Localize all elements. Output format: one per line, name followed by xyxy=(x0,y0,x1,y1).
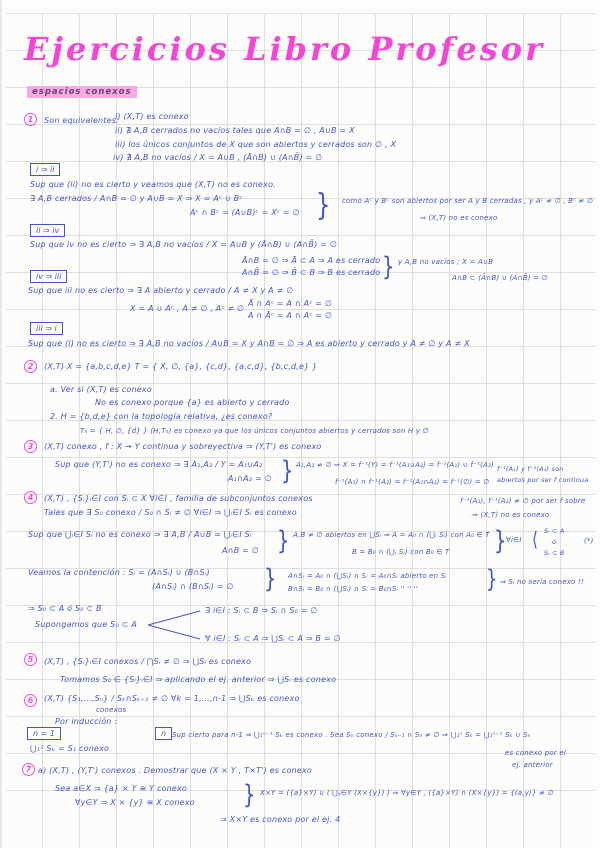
ex1-proof2-line3: A∩B̄ = ∅ ⇒ B̄ ⊂ B ⇒ B es cerrado xyxy=(242,268,381,277)
ex2-part-a: a. Ver si (X,T) es conexo xyxy=(50,385,152,394)
left-margin xyxy=(0,0,6,848)
ex1-statement-i: i) (X,T) es conexo xyxy=(115,112,189,121)
ex3-line6: ⇒ (X,T) no es conexo xyxy=(472,511,550,519)
ex7-statement: a) (X,T) , (Y,T') conexos . Demostrar qu… xyxy=(38,766,313,775)
ex3-margin-note: f⁻¹(A₁) y f⁻¹(A₂) son abiertos por ser f… xyxy=(497,465,589,484)
ex6-box-base-case: n = 1 xyxy=(27,727,61,740)
ex1-statement-iii: iii) los únicos conjuntos de X que son a… xyxy=(115,140,397,149)
ex3-line2: A₁∩A₂ = ∅ xyxy=(228,474,272,483)
curly-brace: } xyxy=(316,188,331,223)
ex4-line4: B = B₀ ∩ (⋃ᵢ Sᵢ) con B₀ ∈ T xyxy=(352,548,450,556)
exercise-7-number: 7 xyxy=(22,763,35,776)
ex4-statement-line2: Tales que ∃ S₀ conexo / S₀ ∩ Sᵢ ≠ ∅ ∀i∈I… xyxy=(44,508,297,517)
ex1-proof1-right2: ⇒ (X,T) no es conexo xyxy=(420,214,498,222)
ex4-line2: A∩B = ∅ xyxy=(222,546,259,555)
ex5-line1: Tomamos S₀ ∈ {Sᵢ}ᵢ∈I ⇒ aplicando el ej. … xyxy=(60,675,337,684)
ex1-statement-ii: ii) ∄ A,B cerrados no vacíos tales que A… xyxy=(115,126,355,135)
ex2-part-a-answer: No es conexo porque {a} es abierto y cer… xyxy=(95,398,290,407)
ex4-line14: ∀ i∈I : Sᵢ ⊂ A ⇒ ⋃Sᵢ ⊂ A ⇒ B = ∅ xyxy=(205,634,341,643)
ex1-box-iv-implies-iii: iv ⇒ iii xyxy=(30,270,68,283)
curly-brace: } xyxy=(281,456,294,486)
ex3-line3: A₁,A₂ ≠ ∅ ⇒ X = f⁻¹(Y) = f⁻¹(A₁∪A₂) = f⁻… xyxy=(296,461,494,469)
ex2-part-b-answer: Tₕ = { H, ∅, {d} } (H,Tₕ) es conexo ya q… xyxy=(80,427,429,435)
curly-brace: } xyxy=(486,565,498,593)
ex1-proof3-line1: Sup que iii no es cierto ⇒ ∃ A abierto y… xyxy=(28,286,294,295)
ex1-proof3-line2: X = A ∪ Aᶜ , A ≠ ∅ , Aᶜ ≠ ∅ xyxy=(130,304,245,313)
ex1-intro: Son equivalentes: xyxy=(44,116,120,125)
ex3-line4: f⁻¹(A₁) ∩ f⁻¹(A₂) = f⁻¹(A₁∩A₂) = f⁻¹(∅) … xyxy=(335,478,490,486)
ex6-line3: Sup cierto para n-1 ⇒ ⋃₁ⁿ⁻¹ Sₖ es conexo… xyxy=(172,731,531,739)
ex4-statement-line1: (X,T) , {Sᵢ}ᵢ∈I con Sᵢ ⊂ X ∀i∈I , famili… xyxy=(44,494,313,503)
ex1-proof1-line3: Aᶜ ∩ Bᶜ = (A∪B)ᶜ = Xᶜ = ∅ xyxy=(190,208,300,217)
ex1-box-ii-implies-iv: ii ⇒ iv xyxy=(30,224,66,237)
branch-lines xyxy=(147,610,201,640)
ex7-line2: ∀y∈Y ⇒ X × {y} ≅ X conexo xyxy=(75,798,195,807)
exercise-5-number: 5 xyxy=(24,653,37,666)
ex1-box-iii-implies-i: iii ⇒ i xyxy=(30,322,63,335)
page-title: Ejercicios Libro Profesor xyxy=(24,30,545,68)
curly-brace: } xyxy=(264,564,277,594)
ex5-statement: (X,T) , {Sᵢ}ᵢ∈I conexos / ⋂Sᵢ ≠ ∅ ⇒ ⋃Sᵢ … xyxy=(44,657,252,666)
ex4-line7: (A∩Sᵢ) ∩ (B∩Sᵢ) = ∅ xyxy=(152,582,234,591)
ex3-statement: (X,T) conexo , f : X → Y continua y sobr… xyxy=(44,442,322,451)
ex4-case-b: Sᵢ ⊂ B xyxy=(544,549,565,557)
ex4-line3: A,B ≠ ∅ abiertos en ⋃Sᵢ ⇒ A = A₀ ∩ (⋃ᵢ S… xyxy=(293,531,490,539)
ex4-line1: Sup que ⋃ᵢ∈I Sᵢ no es conexo ⇒ ∃ A,B / A… xyxy=(28,530,252,539)
section-header: espacios conexos xyxy=(27,86,137,98)
ex4-line11: ⇒ S₀ ⊂ A ó S₀ ⊂ B xyxy=(28,604,102,613)
ex6-line4a: es conexo por el xyxy=(505,749,566,757)
ex6-statement-sub: conexos xyxy=(96,706,127,714)
curly-brace: } xyxy=(243,780,256,810)
angle-bracket: ⟨ xyxy=(532,527,538,551)
ex1-proof2-right2: A∩B ⊂ (Ā∩B) ∪ (A∩B̄) = ∅ xyxy=(452,274,548,282)
ex1-proof1-line2: ∃ A,B cerrados / A∩B = ∅ y A∪B = X ⇒ X =… xyxy=(30,194,243,203)
ex1-proof2-line1: Sup que iv no es cierto ⇒ ∃ A,B no vacío… xyxy=(30,240,338,249)
ex4-case-or: ó xyxy=(552,538,557,546)
ex7-line1: Sea a∈X ⇒ {a} × Y ≅ Y conexo xyxy=(55,784,188,793)
ex1-statement-iv: iv) ∄ A,B no vacíos / X = A∪B , (Ā∩B) ∪ … xyxy=(113,153,323,162)
ex1-proof2-right1: y A,B no vacíos ; X = A∪B xyxy=(398,258,494,266)
ex7-line4: ⇒ X×Y es conexo por el ej. 4 xyxy=(220,815,341,824)
ex2-statement: (X,T) X = {a,b,c,d,e} T = { X, ∅, {a}, {… xyxy=(44,362,318,371)
ex4-line12: Supongamos que S₀ ⊂ A xyxy=(35,620,137,629)
curly-brace: } xyxy=(277,526,290,556)
ex1-proof4-line1: Sup que (i) no es cierto ⇒ ∃ A,B no vací… xyxy=(28,339,470,348)
ex6-line1: Por inducción : xyxy=(55,717,118,726)
exercise-3-number: 3 xyxy=(24,440,37,453)
ex6-line4b: ej. anterior xyxy=(512,761,553,769)
ex1-proof2-line2: Ā∩B = ∅ ⇒ Ā ⊂ A ⇒ A es cerrado xyxy=(242,256,381,265)
exercise-6-number: 6 xyxy=(24,694,37,707)
ex3-line1: Sup que (Y,T') no es conexo ⇒ ∃ A₁,A₂ / … xyxy=(55,460,263,469)
ex4-line9: B∩Sᵢ = B₀ ∩ (⋃Sᵢ) ∩ Sᵢ = B₀∩Sᵢ '' '' '' xyxy=(288,585,419,593)
ex4-forall-label: ∀i∈I xyxy=(506,536,522,544)
ex1-proof3-right2: A ∩ Āᶜ = A ∩ Aᶜ = ∅ xyxy=(248,311,333,320)
ex4-case-a: Sᵢ ⊂ A xyxy=(544,527,565,535)
ex6-line2: ⋃₁¹ Sₖ = S₁ conexo xyxy=(30,744,110,753)
ex2-part-b: 2. H = {b,d,e} con la topología relativa… xyxy=(50,412,273,421)
ex1-proof3-right1: Ā ∩ Aᶜ = A ∩ Aᶜ = ∅ xyxy=(248,299,333,308)
curly-brace: } xyxy=(382,252,395,282)
top-margin xyxy=(0,0,600,13)
curly-brace: } xyxy=(494,526,507,556)
ex6-statement: (X,T) {S₁,...,Sₙ} / Sₖ∩Sₖ₊₁ ≠ ∅ ∀k = 1,.… xyxy=(44,694,300,703)
ex4-star-mark: (*) xyxy=(584,537,594,545)
ex1-proof1-line1: Sup que (ii) no es cierto y veamos que (… xyxy=(30,180,276,189)
exercise-4-number: 4 xyxy=(24,491,37,504)
ex7-line3: X×Y = ({a}×Y) ∪ ( ⋃ᵧ∈Y (X×{y}) ) ⇒ ∀y∈Y … xyxy=(260,789,554,797)
exercise-1-number: 1 xyxy=(24,113,37,126)
ex4-line10: ⇒ Sᵢ no sería conexo !! xyxy=(500,578,584,586)
right-margin xyxy=(596,0,600,848)
ex1-box-i-implies-ii: i ⇒ ii xyxy=(30,163,61,176)
ex1-proof1-right1: como Aᶜ y Bᶜ son abiertos por ser A y B … xyxy=(342,197,594,205)
ex4-line8: A∩Sᵢ = A₀ ∩ (⋃Sᵢ) ∩ Sᵢ = A₀∩Sᵢ abierto e… xyxy=(288,572,447,580)
exercise-2-number: 2 xyxy=(24,360,37,373)
ex4-line6: Veamos la contención : Sᵢ = (A∩Sᵢ) ∪ (B∩… xyxy=(28,568,210,577)
ex4-line13: ∃ i∈I : Sᵢ ⊂ B ⇒ Sᵢ ∩ S₀ = ∅ xyxy=(205,606,318,615)
ex3-line5: f⁻¹(A₁), f⁻¹(A₂) ≠ ∅ por ser f sobre xyxy=(460,497,586,505)
ex6-box-induction-step: n xyxy=(155,727,173,740)
